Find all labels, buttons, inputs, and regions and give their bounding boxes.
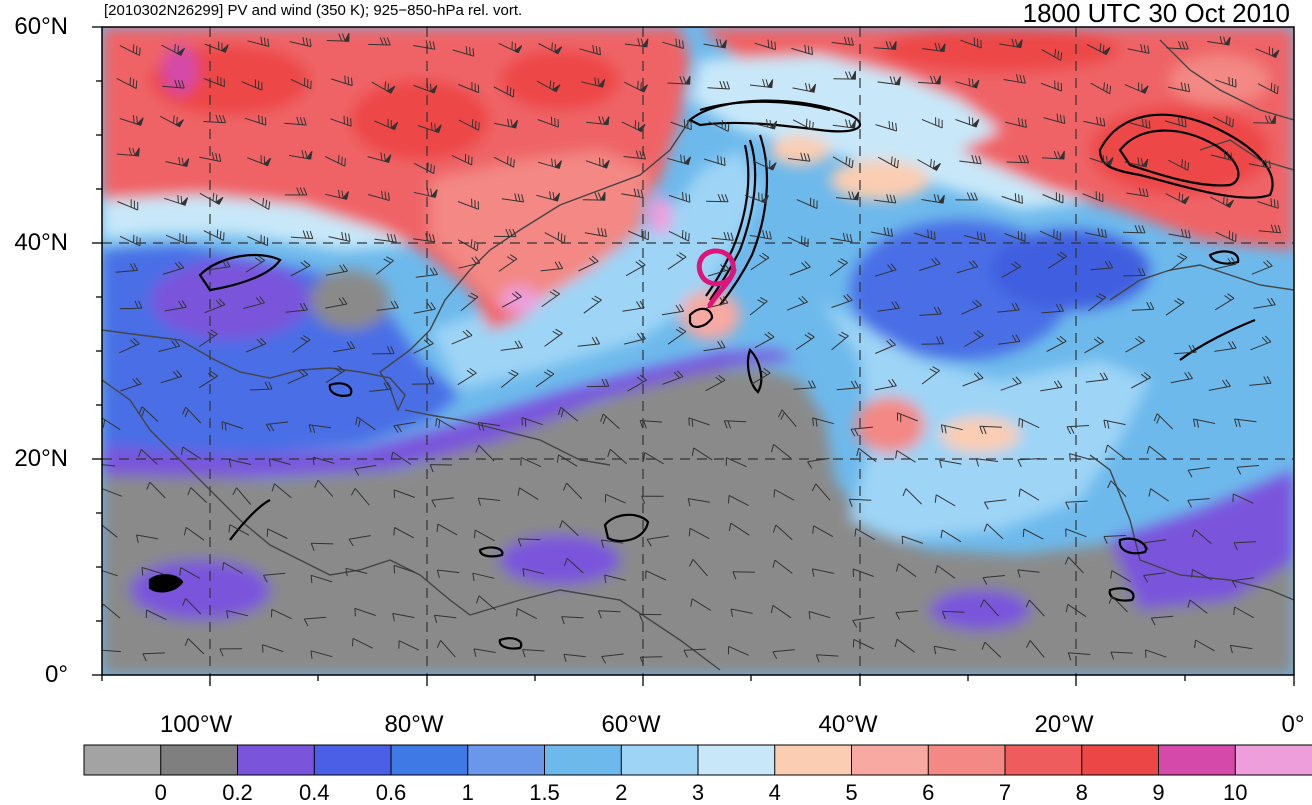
colorbar-label: 6 bbox=[922, 782, 934, 804]
colorbar-swatch bbox=[928, 745, 1005, 775]
lat-label-60n: 60°N bbox=[0, 14, 68, 40]
colorbar-label: 0 bbox=[155, 782, 167, 804]
colorbar-label: 0.6 bbox=[376, 782, 407, 804]
colorbar-swatch bbox=[852, 745, 929, 775]
lat-label-20n: 20°N bbox=[0, 446, 68, 472]
lon-label-100w: 100°W bbox=[160, 712, 232, 738]
colorbar-swatch bbox=[775, 745, 852, 775]
colorbar-swatch bbox=[391, 745, 468, 775]
lat-label-eq: 0° bbox=[0, 662, 68, 688]
colorbar-swatch bbox=[1082, 745, 1159, 775]
colorbar-swatch bbox=[545, 745, 622, 775]
colorbar-swatch bbox=[1005, 745, 1082, 775]
colorbar-swatch bbox=[161, 745, 238, 775]
colorbar-label: 3 bbox=[692, 782, 704, 804]
lon-label-40w: 40°W bbox=[819, 712, 878, 738]
colorbar-swatch bbox=[698, 745, 775, 775]
colorbar-swatch bbox=[84, 745, 161, 775]
lat-label-40n: 40°N bbox=[0, 230, 68, 256]
colorbar-label: 2 bbox=[615, 782, 627, 804]
colorbar-swatch bbox=[468, 745, 545, 775]
colorbar-label: 5 bbox=[845, 782, 857, 804]
colorbar-swatch bbox=[621, 745, 698, 775]
lon-label-60w: 60°W bbox=[602, 712, 661, 738]
lon-label-0: 0° bbox=[1282, 712, 1305, 738]
map-title: [2010302N26299] PV and wind (350 K); 925… bbox=[104, 2, 522, 20]
colorbar-swatch bbox=[238, 745, 315, 775]
colorbar bbox=[84, 745, 1312, 775]
colorbar-label: 1 bbox=[462, 782, 474, 804]
colorbar-label: 4 bbox=[769, 782, 781, 804]
colorbar-label: 7 bbox=[999, 782, 1011, 804]
colorbar-label: 9 bbox=[1152, 782, 1164, 804]
colorbar-label: 0.4 bbox=[299, 782, 330, 804]
colorbar-swatch bbox=[314, 745, 391, 775]
colorbar-swatch bbox=[1159, 745, 1236, 775]
colorbar-swatch bbox=[1235, 745, 1312, 775]
colorbar-label: 1.5 bbox=[529, 782, 560, 804]
colorbar-label: 10 bbox=[1223, 782, 1247, 804]
valid-time: 1800 UTC 30 Oct 2010 bbox=[1023, 0, 1290, 28]
lon-label-20w: 20°W bbox=[1035, 712, 1094, 738]
colorbar-label: 8 bbox=[1076, 782, 1088, 804]
map-panel bbox=[93, 27, 1294, 675]
colorbar-label: 0.2 bbox=[222, 782, 253, 804]
lon-label-80w: 80°W bbox=[385, 712, 444, 738]
